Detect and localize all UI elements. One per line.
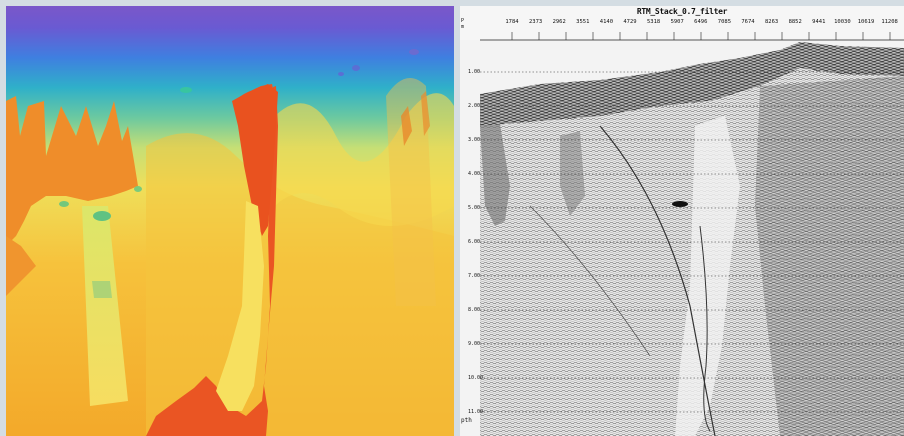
cdp-tick-label: 7674 [741,19,755,25]
depth-corner-label: pth [461,417,472,424]
depth-tick-label: 9.00 [468,341,481,347]
cdp-tick-label: 10619 [857,19,875,25]
cdp-tick-label: 5318 [646,19,661,25]
depth-tick-label: 8.00 [468,307,481,313]
cdp-axis: 1784 2373 2962 3551 4140 4729 5318 5907 6496 7085… [460,19,904,29]
depth-tick-label: 6.00 [468,239,481,245]
depth-tick-label: 3.00 [468,137,481,143]
depth-tick-label: 1.00 [468,69,481,75]
depth-axis: 1.00 2.00 3.00 4.00 5.00 6.00 7.00 8.00 9.00 10.0… [460,6,490,436]
depth-tick-label: 4.00 [468,171,481,177]
cdp-tick-label: 4140 [599,19,614,25]
cdp-tick-label: 9441 [812,19,826,25]
axis-unit-top: P [461,18,465,24]
cdp-tick-label: 8263 [764,19,779,25]
cdp-tick-label: 2373 [528,19,543,25]
cdp-tick-label: 2962 [552,19,566,25]
cdp-tick-label: 5907 [670,19,684,25]
depth-tick-label: 2.00 [468,103,481,109]
depth-tick-label: 7.00 [468,273,481,279]
depth-tick-label: 5.00 [468,205,481,211]
seismic-title: RTM_Stack_0.7_filter [636,7,728,16]
cdp-tick-label: 4729 [623,19,637,25]
seismic-section-panel: RTM_Stack_0.7_filter P m 1784 2373 2962 355… [460,6,904,436]
axis-unit-bottom: m [461,24,465,30]
cdp-tick-label: 11208 [881,19,898,25]
depth-tick-label: 11.00 [468,409,484,415]
cdp-tick-label: 6496 [694,19,708,25]
cdp-tick-label: 8852 [788,19,802,25]
cdp-tick-label: 1784 [505,19,519,25]
cdp-tick-label: 10030 [834,19,851,25]
depth-tick-label: 10.00 [468,375,484,381]
cdp-tick-label: 3551 [576,19,590,25]
velocity-model-panel [6,6,454,436]
cdp-tick-label: 7085 [717,19,732,25]
velocity-model-image [6,6,454,436]
seismic-section-image [460,6,904,436]
